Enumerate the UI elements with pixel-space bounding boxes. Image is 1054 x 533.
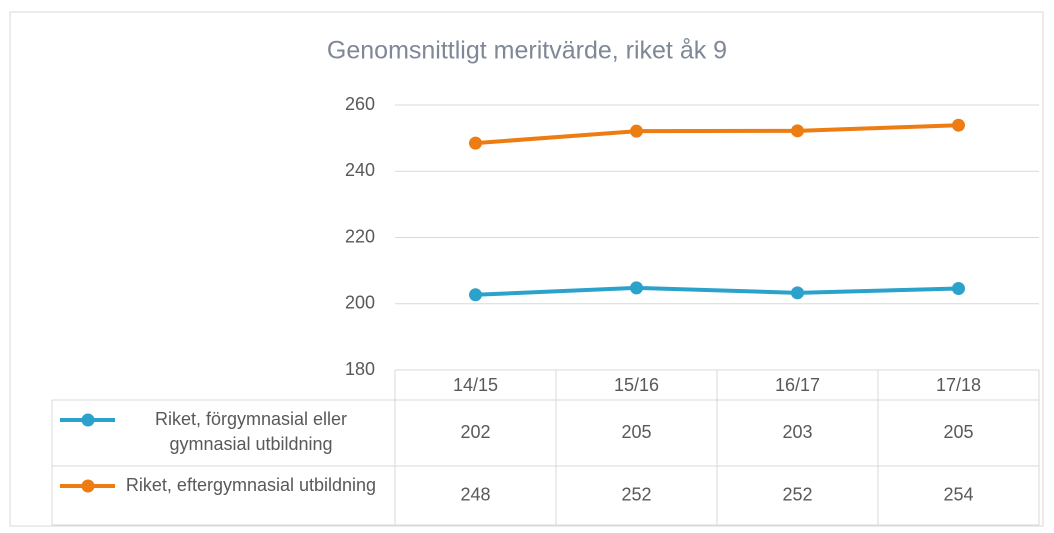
y-tick-label: 180 [345, 359, 375, 379]
x-tick-label: 17/18 [936, 375, 981, 395]
series-point [630, 281, 643, 295]
table-value: 203 [782, 422, 812, 442]
table-value: 205 [621, 422, 651, 442]
series-point [469, 288, 482, 302]
table-value: 254 [943, 484, 973, 504]
series-point [952, 282, 965, 296]
table-value: 248 [460, 484, 490, 504]
chart-title: Genomsnittligt meritvärde, riket åk 9 [327, 37, 727, 65]
y-tick-label: 240 [345, 160, 375, 180]
y-tick-label: 200 [345, 293, 375, 313]
x-tick-label: 16/17 [775, 375, 820, 395]
series-point [791, 124, 804, 138]
table-value: 202 [460, 422, 490, 442]
legend-label: Riket, förgymnasial eller gymnasial utbi… [154, 409, 348, 454]
y-tick-label: 260 [345, 94, 375, 114]
x-tick-label: 14/15 [453, 375, 498, 395]
chart-border [9, 11, 1044, 527]
x-tick-label: 15/16 [614, 375, 659, 395]
table-value: 205 [943, 422, 973, 442]
series-point [469, 136, 482, 150]
legend-marker [81, 413, 95, 427]
series-point [952, 118, 965, 132]
series-line [475, 123, 959, 146]
y-tick-label: 220 [345, 226, 375, 246]
legend-marker [81, 479, 95, 493]
table-value: 252 [782, 484, 812, 504]
series-point [791, 286, 804, 300]
legend-label: Riket, eftergymnasial utbildning [125, 475, 377, 495]
series-point [630, 124, 643, 138]
series-line [475, 285, 959, 297]
table-value: 252 [621, 484, 651, 504]
